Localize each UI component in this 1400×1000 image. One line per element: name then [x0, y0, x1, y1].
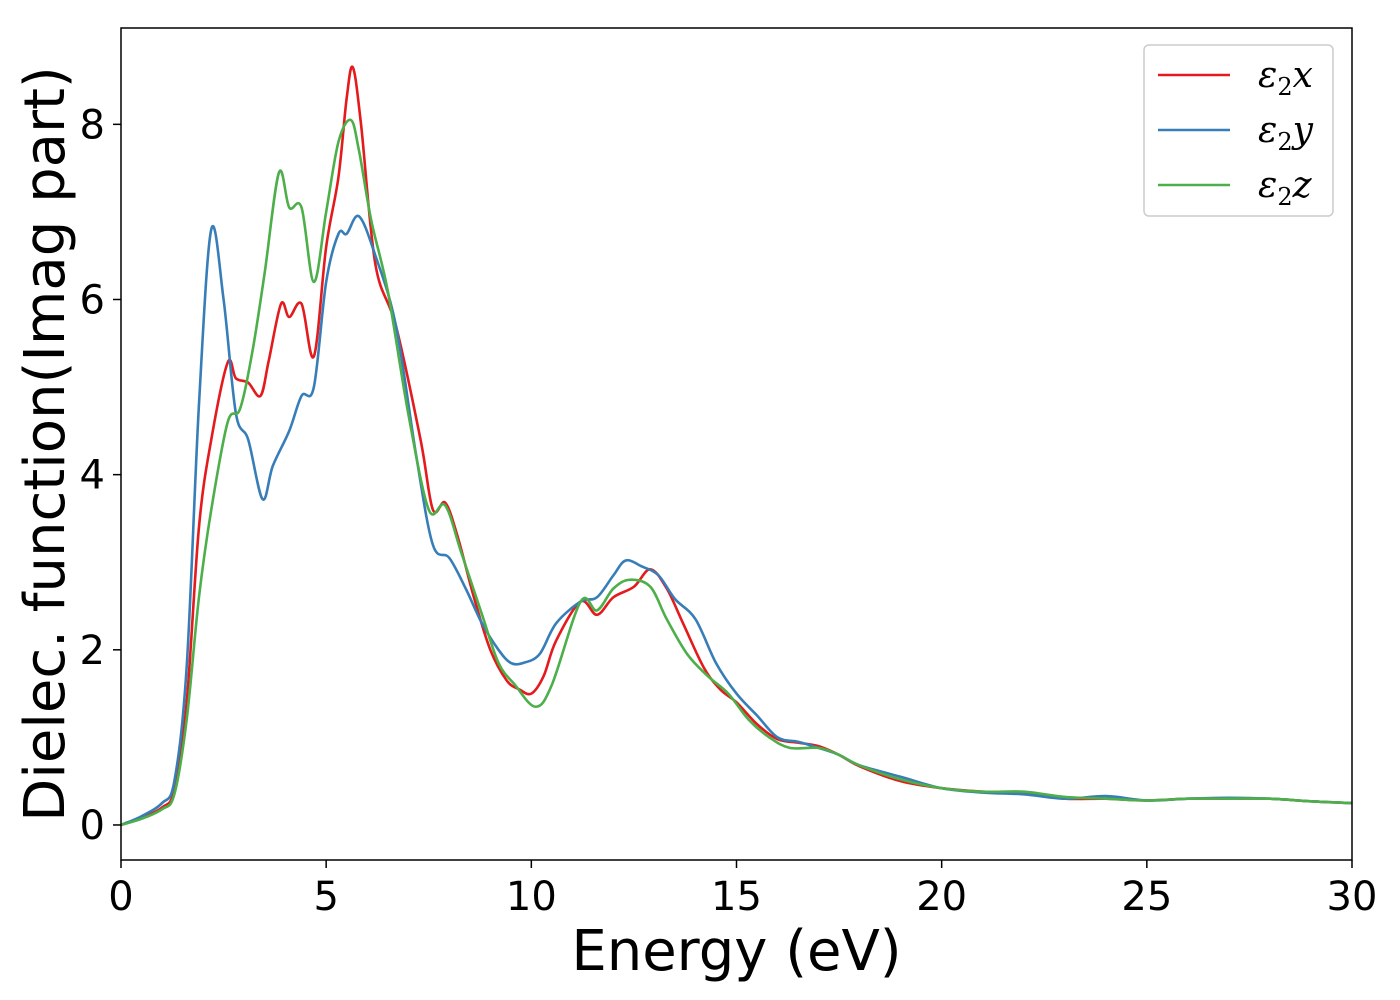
y-axis-ticks: 0 2 4 6 8 [80, 102, 121, 849]
x-tick-label: 20 [916, 874, 967, 920]
x-tick-label: 0 [108, 874, 133, 920]
legend: ε2x ε2y ε2z [1143, 44, 1334, 217]
x-axis-title: Energy (eV) [571, 919, 901, 984]
x-tick-label: 5 [313, 874, 338, 920]
y-tick-label: 2 [80, 628, 105, 674]
legend-label-x: ε2x [1258, 55, 1313, 101]
y-tick-label: 0 [80, 803, 105, 849]
y-tick-label: 6 [80, 277, 105, 323]
x-axis-ticks: 0 5 10 15 20 25 30 [108, 860, 1377, 920]
series-line-z [120, 118, 1353, 827]
series-line-y [120, 214, 1353, 827]
legend-label-z: ε2z [1258, 165, 1313, 211]
x-tick-label: 15 [711, 874, 762, 920]
y-tick-label: 8 [80, 102, 105, 148]
x-tick-label: 10 [506, 874, 557, 920]
y-axis-title: Dielec. function(Imag part) [13, 66, 78, 822]
legend-label-y: ε2y [1258, 110, 1314, 156]
legend-box [1143, 44, 1334, 217]
series-layer [120, 65, 1353, 827]
x-tick-label: 30 [1327, 874, 1378, 920]
x-tick-label: 25 [1121, 874, 1172, 920]
y-tick-label: 4 [80, 453, 105, 499]
